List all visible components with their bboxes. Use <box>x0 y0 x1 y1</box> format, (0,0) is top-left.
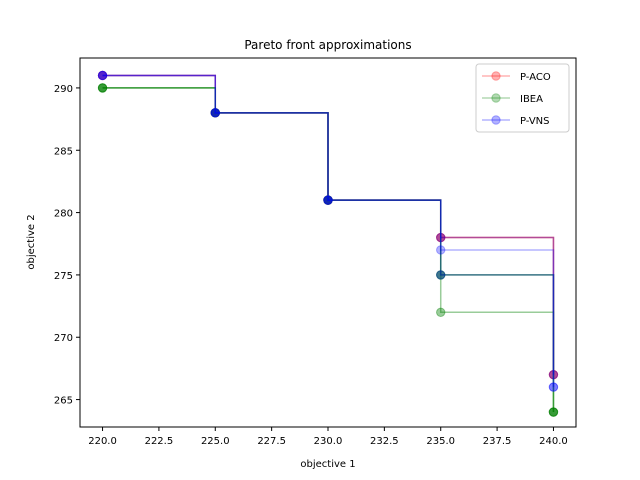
data-point <box>323 195 333 205</box>
data-point <box>97 70 108 81</box>
series-p-vns-run-3 <box>97 70 559 392</box>
data-point <box>436 232 446 243</box>
legend-box <box>475 63 570 133</box>
x-tick-label: 232.5 <box>370 436 399 447</box>
data-point <box>548 369 559 380</box>
data-point <box>323 195 333 205</box>
data-point <box>97 70 108 81</box>
y-tick-label: 275 <box>54 271 73 282</box>
data-point <box>436 232 446 243</box>
data-point <box>97 83 108 93</box>
step-line <box>102 74 555 375</box>
data-point <box>210 108 220 118</box>
legend-item-ibea: IBEA <box>482 93 543 105</box>
data-point <box>323 195 333 205</box>
x-axis: 220.0 222.5 225.0 227.5 230.0 232.5 235.0 237.5… <box>88 427 568 447</box>
data-point <box>210 108 220 118</box>
data-point <box>436 307 446 318</box>
y-tick-label: 270 <box>54 333 73 344</box>
step-line <box>102 74 555 388</box>
data-point <box>97 70 108 81</box>
x-tick-label: 225.0 <box>201 436 230 447</box>
data-point <box>548 382 559 392</box>
data-point <box>210 108 220 118</box>
x-tick-label: 220.0 <box>88 436 117 447</box>
legend-marker <box>491 93 501 103</box>
data-point <box>323 195 333 205</box>
y-tick-label: 265 <box>54 396 73 407</box>
data-point <box>323 195 333 205</box>
data-point <box>210 108 220 118</box>
data-point <box>97 83 108 93</box>
data-point <box>548 369 559 380</box>
step-line <box>102 87 555 413</box>
chart-title: Pareto front approximations <box>244 38 411 52</box>
data-point <box>436 270 446 280</box>
legend-label: P-ACO <box>520 72 551 83</box>
data-point <box>548 407 559 417</box>
data-point <box>548 382 559 392</box>
legend-item-p-aco: P-ACO <box>482 71 551 83</box>
x-tick-label: 222.5 <box>145 436 174 447</box>
legend-marker <box>491 115 501 125</box>
legend-label: IBEA <box>520 94 543 105</box>
y-tick-label: 290 <box>54 84 73 95</box>
data-point <box>97 70 108 81</box>
step-line <box>102 74 555 375</box>
y-axis-label: objective 2 <box>26 214 37 269</box>
y-tick-label: 285 <box>54 146 73 157</box>
series-p-aco-run-1 <box>97 70 559 380</box>
legend-marker <box>491 71 501 81</box>
legend-label: P-VNS <box>520 116 550 127</box>
series-p-vns-run-2 <box>97 70 559 380</box>
step-line <box>102 87 555 413</box>
data-point <box>323 195 333 205</box>
data-point <box>97 70 108 81</box>
series-layer <box>97 70 559 417</box>
series-ibea-run-1 <box>97 83 559 417</box>
step-line <box>102 87 555 413</box>
data-point <box>436 245 446 255</box>
step-line <box>102 74 555 375</box>
data-point <box>210 108 220 118</box>
series-p-aco-run-2 <box>97 70 559 380</box>
data-point <box>436 232 446 243</box>
data-point <box>210 108 220 118</box>
data-point <box>548 407 559 417</box>
x-tick-label: 237.5 <box>483 436 512 447</box>
series-ibea-run-2 <box>97 83 559 417</box>
data-point <box>210 108 220 118</box>
step-line <box>102 74 555 388</box>
x-tick-label: 230.0 <box>314 436 343 447</box>
data-point <box>323 195 333 205</box>
x-tick-label: 227.5 <box>257 436 286 447</box>
x-axis-label: objective 1 <box>300 459 355 470</box>
x-tick-label: 235.0 <box>426 436 455 447</box>
series-p-aco-run-3 <box>97 70 559 380</box>
data-point <box>323 195 333 205</box>
data-point <box>548 369 559 380</box>
data-point <box>97 70 108 81</box>
data-point <box>548 369 559 380</box>
data-point <box>210 108 220 118</box>
data-point <box>436 270 446 280</box>
data-point <box>97 83 108 93</box>
data-point <box>323 195 333 205</box>
y-tick-label: 280 <box>54 209 73 220</box>
legend-item-p-vns: P-VNS <box>482 115 550 127</box>
step-line <box>102 74 555 375</box>
x-tick-label: 240.0 <box>539 436 568 447</box>
series-p-vns-run-1 <box>97 70 559 392</box>
data-point <box>436 270 446 280</box>
data-point <box>548 407 559 417</box>
data-point <box>210 108 220 118</box>
y-axis: 265 270 275 280 285 290 <box>54 84 80 407</box>
data-point <box>436 232 446 243</box>
series-ibea-run-3 <box>97 83 559 417</box>
legend: P-ACO IBEA P-VNS <box>475 63 570 133</box>
